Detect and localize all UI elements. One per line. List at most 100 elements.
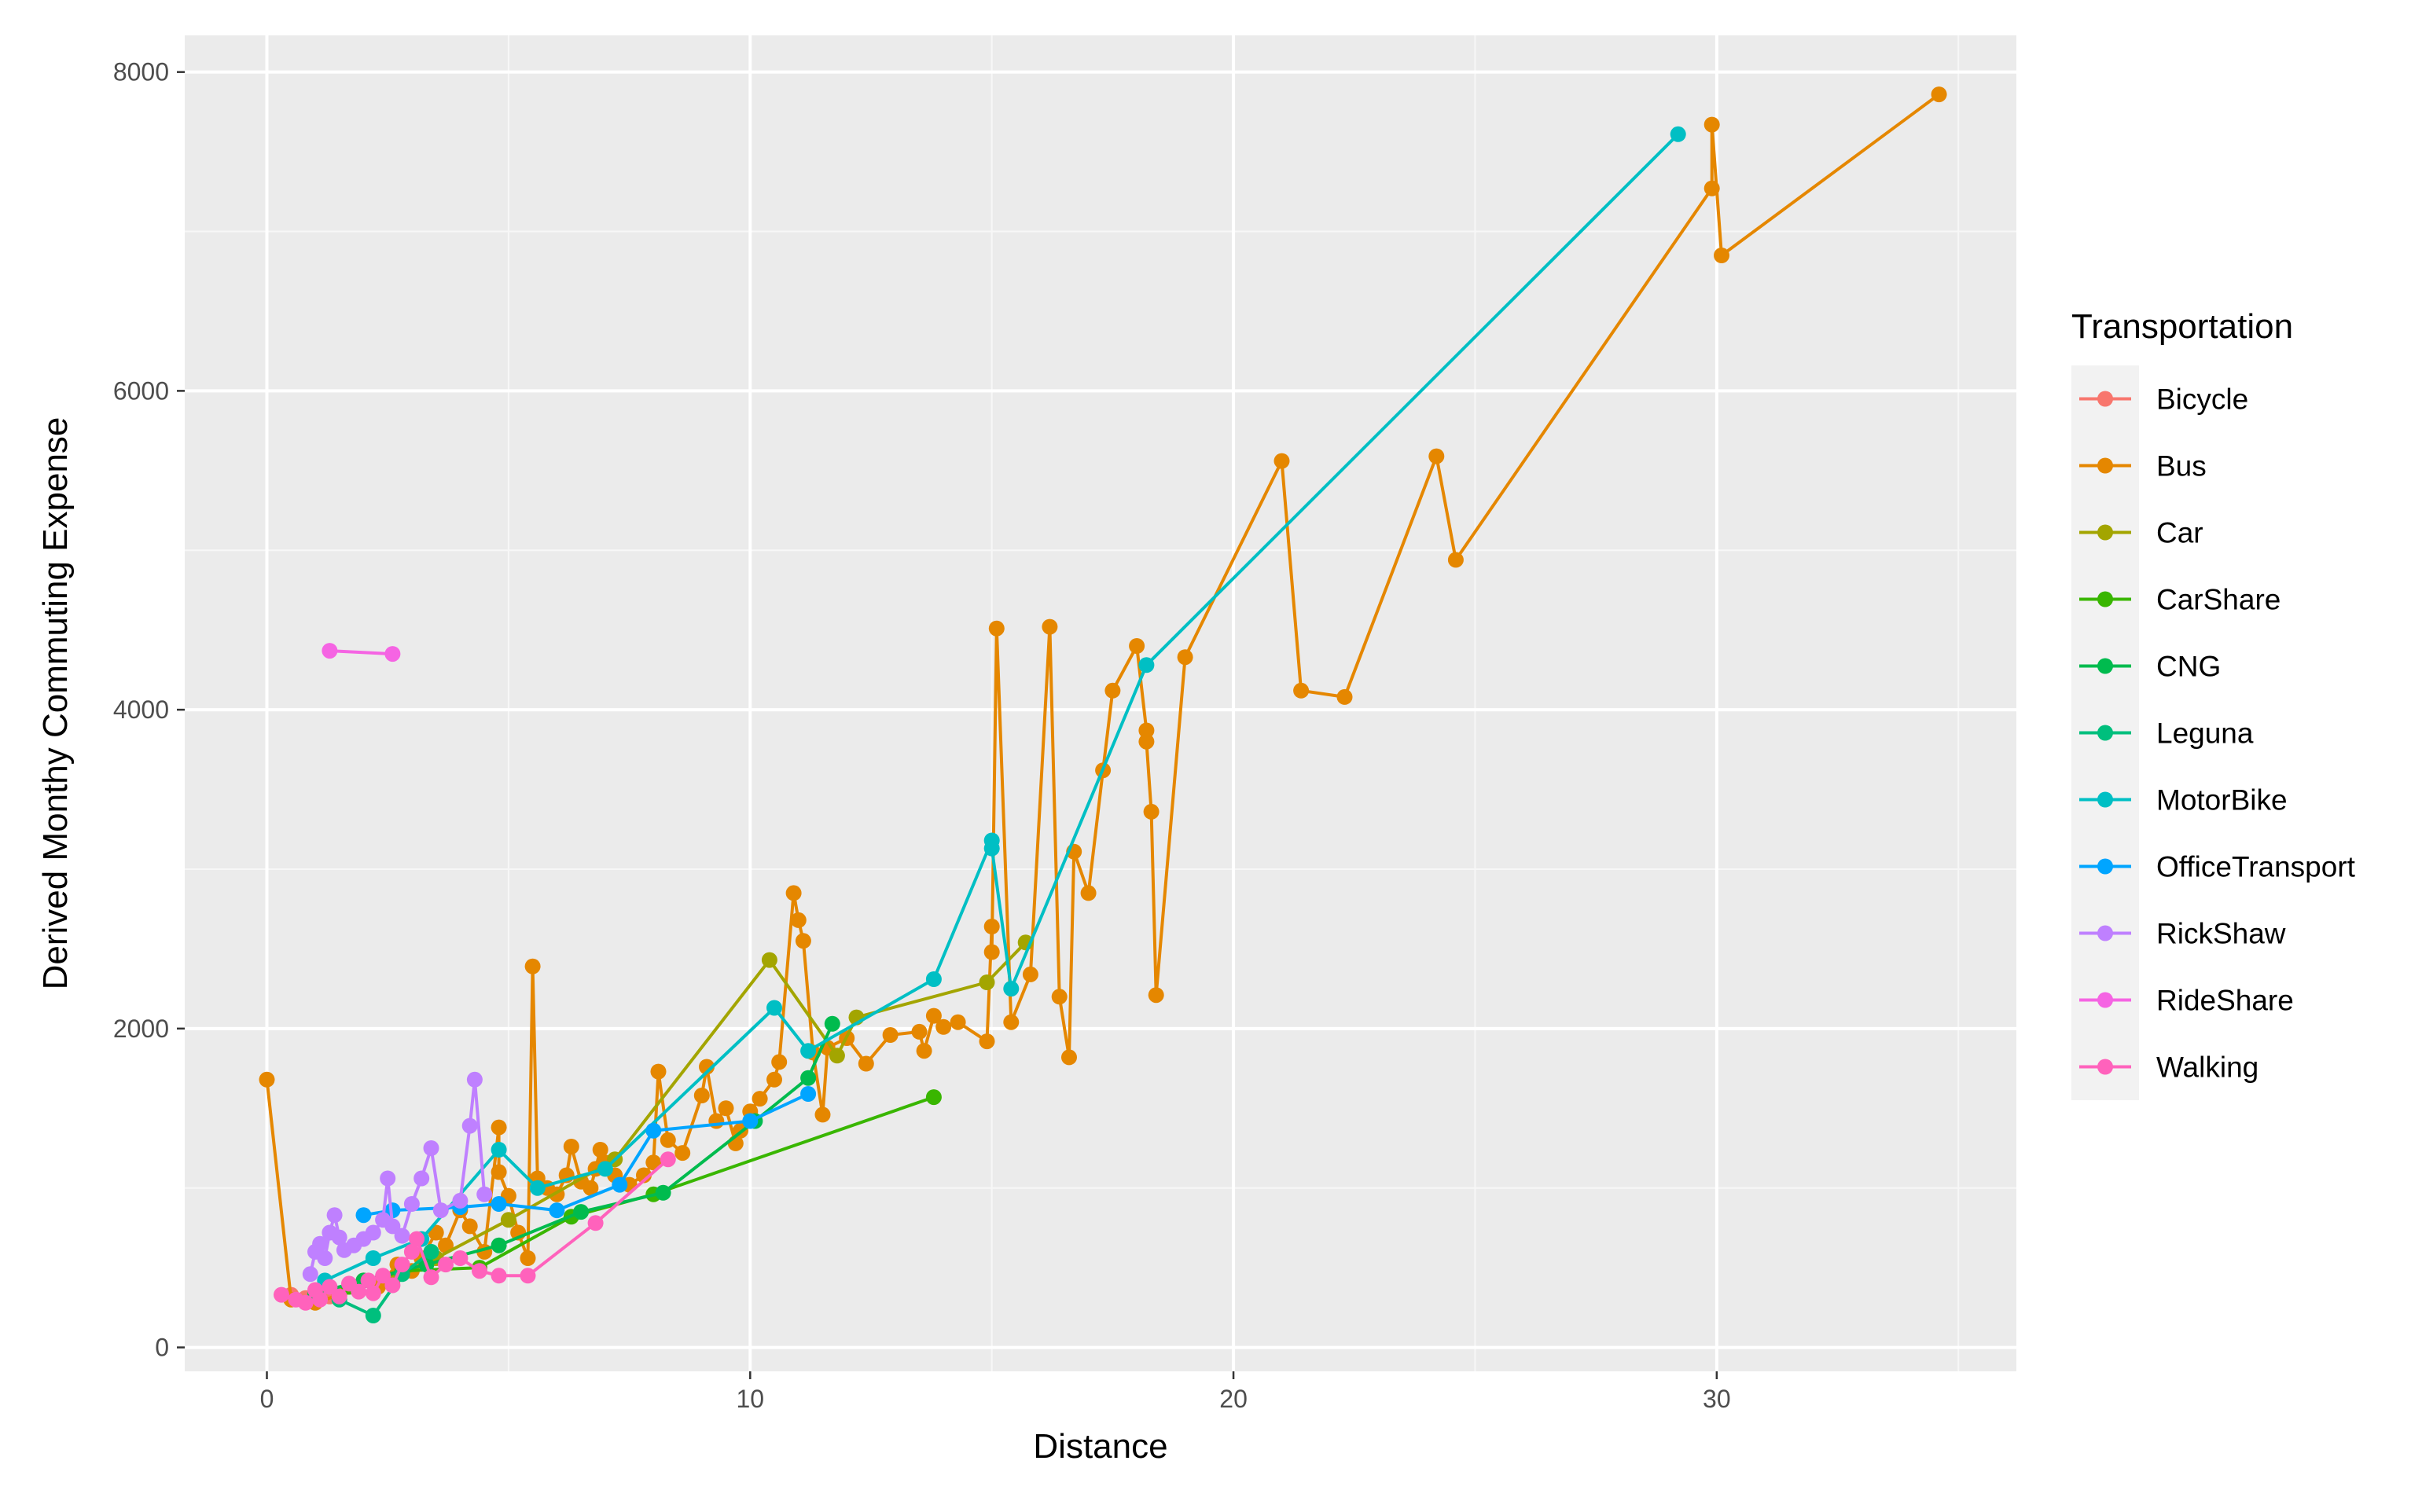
data-point-rickshaw	[403, 1196, 420, 1212]
data-point-bus	[592, 1142, 608, 1158]
legend-label: CarShare	[2156, 584, 2281, 616]
data-point-walking	[423, 1269, 439, 1286]
x-axis-title: Distance	[1033, 1427, 1167, 1466]
y-tick-label: 8000	[113, 58, 169, 86]
series-rideshare	[322, 643, 401, 662]
legend-item-leguna: Leguna	[2079, 717, 2254, 750]
data-point-motorbike	[529, 1180, 546, 1196]
data-point-bus	[1143, 803, 1160, 820]
data-point-rideshare	[384, 646, 401, 662]
data-point-officetransport	[355, 1207, 372, 1224]
data-point-motorbike	[983, 840, 1000, 857]
data-point-walking	[403, 1243, 420, 1260]
legend: Transportation Bicycle Bus Car CarShare CNG L…	[2071, 307, 2356, 1100]
x-tick-label: 0	[260, 1385, 274, 1413]
data-point-bus	[1273, 453, 1290, 469]
legend-item-walking: Walking	[2079, 1051, 2258, 1084]
data-point-motorbike	[800, 1043, 817, 1059]
data-point-bus	[766, 1071, 782, 1088]
legend-key-point	[2097, 591, 2113, 607]
data-point-bus	[752, 1091, 768, 1107]
data-point-cng	[800, 1070, 817, 1086]
data-point-walking	[409, 1231, 425, 1247]
data-point-motorbike	[1670, 126, 1686, 142]
data-point-bus	[1714, 248, 1729, 263]
legend-key-point	[2097, 925, 2113, 941]
data-point-rickshaw	[452, 1192, 469, 1209]
data-point-bus	[583, 1180, 599, 1196]
legend-item-carshare: CarShare	[2079, 584, 2281, 616]
data-point-rickshaw	[312, 1235, 329, 1252]
series-leguna	[331, 1243, 439, 1323]
data-point-rickshaw	[432, 1202, 449, 1219]
data-point-bus	[1051, 989, 1068, 1005]
data-point-walking	[394, 1257, 410, 1273]
data-point-cng	[491, 1237, 507, 1253]
legend-label: Leguna	[2156, 717, 2254, 750]
legend-item-rideshare: RideShare	[2079, 985, 2294, 1017]
data-point-walking	[491, 1268, 507, 1284]
data-point-bus	[708, 1113, 725, 1129]
data-point-cng	[824, 1015, 840, 1032]
data-point-bus	[1703, 180, 1720, 196]
data-point-bus	[718, 1100, 734, 1117]
grid-minor	[185, 35, 2016, 1371]
data-point-bus	[1148, 987, 1164, 1004]
data-point-bus	[461, 1218, 478, 1235]
data-point-bus	[882, 1027, 899, 1043]
data-point-rickshaw	[413, 1170, 430, 1187]
data-point-cng	[573, 1204, 590, 1220]
data-point-bus	[1336, 688, 1353, 705]
data-point-bus	[1061, 1049, 1077, 1066]
data-point-bus	[699, 1059, 715, 1075]
data-point-rideshare	[322, 643, 338, 659]
data-point-bus	[1022, 966, 1038, 982]
legend-key-point	[2097, 858, 2113, 875]
data-point-walking	[660, 1151, 676, 1168]
data-point-bus	[916, 1043, 932, 1059]
data-point-officetransport	[549, 1202, 565, 1219]
data-point-officetransport	[384, 1202, 401, 1219]
legend-item-officetransport: OfficeTransport	[2079, 851, 2356, 883]
data-point-rickshaw	[423, 1140, 439, 1156]
data-point-bus	[911, 1023, 928, 1040]
x-axis: 0 10 20 30	[260, 1371, 1731, 1413]
y-axis-title: Derived Monthy Commuting Expense	[36, 417, 75, 990]
data-point-motorbike	[597, 1161, 613, 1177]
legend-key-point	[2097, 524, 2113, 541]
data-point-walking	[351, 1283, 367, 1300]
legend-key-point	[2097, 457, 2113, 474]
legend-label: Car	[2156, 517, 2203, 549]
series-motorbike	[317, 126, 1686, 1289]
data-point-rickshaw	[317, 1250, 333, 1266]
data-point-bus	[1138, 733, 1155, 750]
data-point-bus	[858, 1055, 874, 1072]
data-point-bus	[491, 1164, 507, 1180]
data-point-bus	[693, 1088, 710, 1103]
data-point-bus	[988, 620, 1005, 637]
legend-item-car: Car	[2079, 517, 2203, 549]
series-line-motorbike	[324, 133, 1680, 1283]
y-axis: 0 2000 4000 6000 8000	[113, 58, 185, 1362]
data-point-rickshaw	[380, 1170, 396, 1187]
data-point-motorbike	[1138, 657, 1155, 673]
data-point-bus	[983, 944, 1000, 960]
legend-key-point	[2097, 992, 2113, 1008]
data-point-bus	[790, 912, 807, 928]
data-point-officetransport	[612, 1176, 628, 1193]
legend-label: OfficeTransport	[2156, 851, 2356, 883]
data-point-walking	[297, 1294, 314, 1311]
data-point-walking	[375, 1268, 391, 1284]
data-point-bus	[785, 885, 802, 901]
x-tick-label: 10	[736, 1385, 764, 1413]
data-point-motorbike	[365, 1250, 381, 1266]
legend-label: Bus	[2156, 450, 2207, 483]
y-tick-label: 4000	[113, 695, 169, 724]
data-point-bus	[259, 1071, 275, 1088]
data-point-car	[500, 1212, 516, 1228]
data-point-bus	[1703, 116, 1720, 133]
data-point-bus	[771, 1054, 788, 1070]
legend-title: Transportation	[2071, 307, 2293, 346]
data-point-car	[761, 952, 777, 968]
